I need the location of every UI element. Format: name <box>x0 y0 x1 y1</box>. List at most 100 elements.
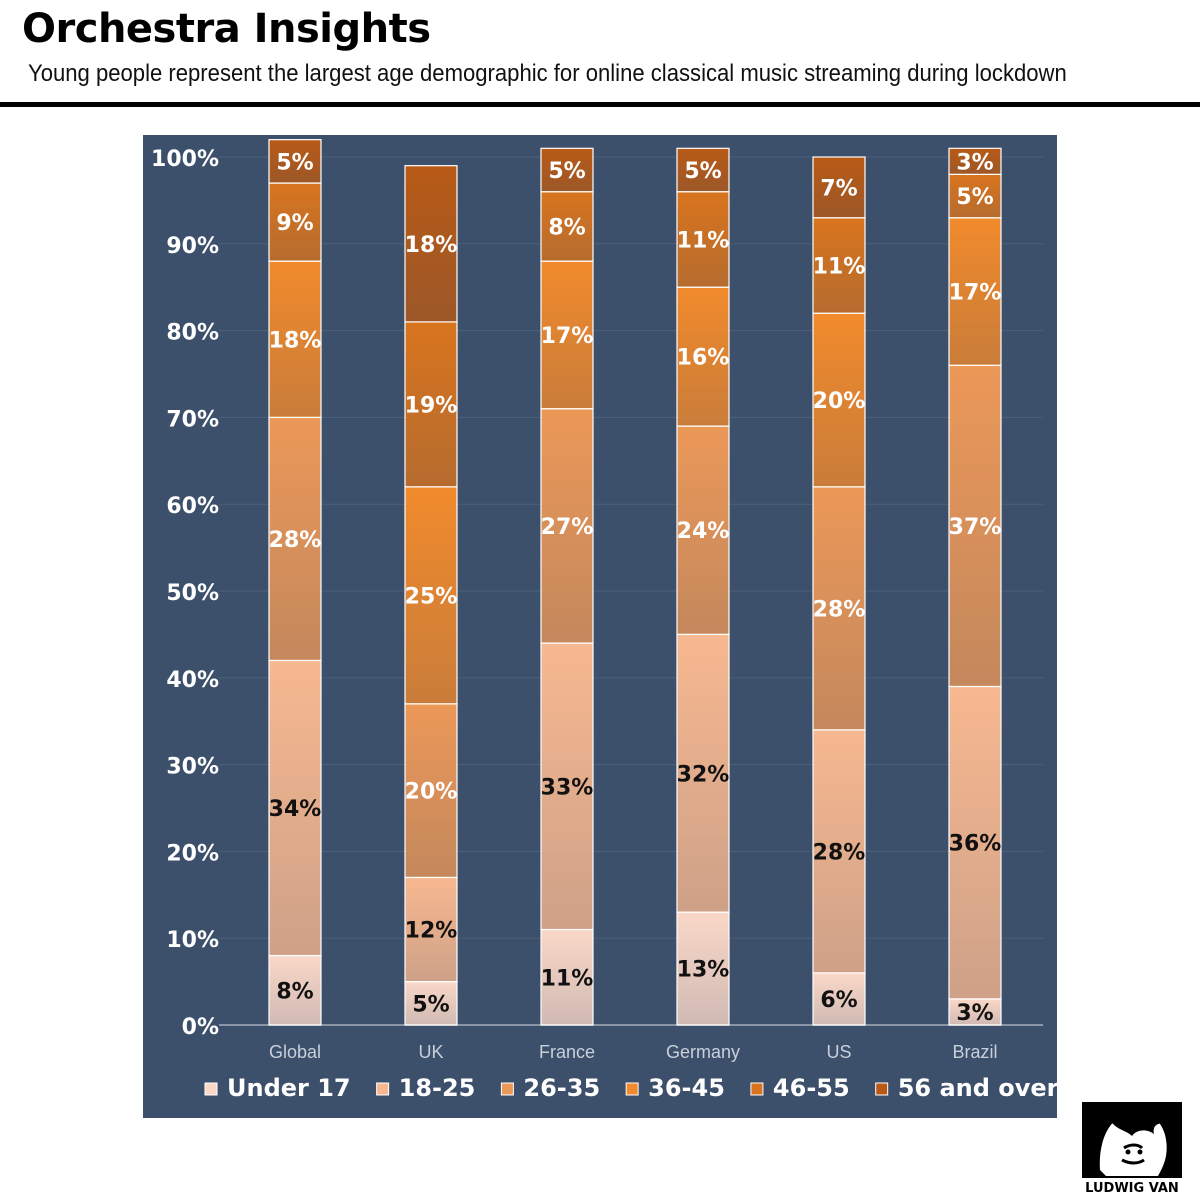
bar-segment <box>268 416 322 662</box>
y-tick-label: 100% <box>151 147 219 172</box>
x-tick-label: Germany <box>666 1042 740 1062</box>
y-tick-label: 70% <box>166 407 219 432</box>
bar-segment <box>812 217 866 314</box>
data-label: 32% <box>677 762 730 787</box>
y-tick-label: 30% <box>166 755 219 780</box>
bar-segment <box>268 954 322 1026</box>
bar-segment <box>540 260 594 410</box>
y-tick-label: 20% <box>166 841 219 866</box>
ludwig-van-logo: LUDWIG VAN <box>1080 1100 1184 1196</box>
data-label: 20% <box>405 780 458 805</box>
bar-segment <box>404 486 458 705</box>
bar-segment <box>948 685 1002 1000</box>
bar-segment <box>404 703 458 879</box>
page-title: Orchestra Insights <box>22 6 431 52</box>
legend-swatch <box>500 1082 514 1096</box>
data-label: 12% <box>405 919 458 944</box>
data-label: 28% <box>269 528 322 553</box>
data-label: 3% <box>956 150 993 175</box>
bar-segment <box>812 486 866 731</box>
data-label: 7% <box>820 176 857 201</box>
y-tick-label: 10% <box>166 928 219 953</box>
x-tick-label: France <box>539 1042 595 1062</box>
data-label: 9% <box>276 211 313 236</box>
bar-segment <box>812 156 866 219</box>
data-label: 20% <box>813 389 866 414</box>
data-label: 34% <box>269 797 322 822</box>
legend-label: 18-25 <box>399 1074 476 1102</box>
legend-label: 26-35 <box>523 1074 600 1102</box>
legend-swatch <box>750 1082 764 1096</box>
x-tick-label: UK <box>418 1042 443 1062</box>
data-label: 5% <box>548 159 585 184</box>
bar-segment <box>404 321 458 488</box>
chart-panel: 0% 10% 20% 30% 40% 50% 60% 70% 80% 90% 100% 8% 34% 28… <box>143 135 1057 1118</box>
x-tick-label: Global <box>269 1042 321 1062</box>
bar-segment <box>676 633 730 913</box>
legend: Under 17 18-25 26-35 36-45 46-55 56 and over <box>204 1074 1057 1102</box>
data-label: 28% <box>813 840 866 865</box>
bar-segment <box>948 147 1002 175</box>
data-label: 5% <box>684 159 721 184</box>
y-tick-label: 50% <box>166 581 219 606</box>
x-tick-label: US <box>826 1042 851 1062</box>
data-label: 27% <box>541 515 594 540</box>
bar-segment <box>268 659 322 957</box>
legend-swatch <box>204 1082 218 1096</box>
bar-segment <box>540 147 594 193</box>
data-label: 11% <box>677 228 730 253</box>
data-label: 16% <box>677 346 730 371</box>
logo-text: LUDWIG VAN <box>1085 1181 1179 1196</box>
data-label: 13% <box>677 958 730 983</box>
bar-segment <box>404 980 458 1026</box>
data-label: 8% <box>548 215 585 240</box>
y-tick-label: 90% <box>166 234 219 259</box>
data-label: 8% <box>276 979 313 1004</box>
legend-label: 56 and over <box>898 1074 1057 1102</box>
page-subtitle: Young people represent the largest age d… <box>28 60 1067 87</box>
legend-swatch <box>376 1082 390 1096</box>
data-label: 18% <box>269 328 322 353</box>
data-label: 17% <box>949 281 1002 306</box>
bar-segment <box>812 312 866 488</box>
bar-segment <box>540 191 594 262</box>
data-label: 25% <box>405 584 458 609</box>
y-tick-label: 60% <box>166 494 219 519</box>
legend-label: 46-55 <box>773 1074 850 1102</box>
header-divider <box>0 102 1200 107</box>
data-label: 11% <box>541 966 594 991</box>
data-label: 5% <box>276 150 313 175</box>
x-tick-label: Brazil <box>952 1042 997 1062</box>
data-label: 33% <box>541 775 594 800</box>
data-label: 6% <box>820 988 857 1013</box>
data-label: 3% <box>956 1001 993 1026</box>
y-tick-label: 80% <box>166 321 219 346</box>
bar-segment <box>404 165 458 323</box>
bar-segment <box>540 642 594 931</box>
bar-segment <box>812 729 866 974</box>
bar-segment <box>540 408 594 644</box>
legend-label: Under 17 <box>227 1074 351 1102</box>
bar-segment <box>268 182 322 262</box>
legend-label: 36-45 <box>648 1074 725 1102</box>
data-label: 18% <box>405 233 458 258</box>
bar-segment <box>404 876 458 983</box>
data-label: 28% <box>813 597 866 622</box>
data-label: 17% <box>541 324 594 349</box>
data-label: 5% <box>412 992 449 1017</box>
beethoven-portrait-icon <box>1082 1102 1182 1178</box>
data-label: 19% <box>405 393 458 418</box>
data-label: 37% <box>949 515 1002 540</box>
data-label: 24% <box>677 519 730 544</box>
data-label: 5% <box>956 185 993 210</box>
y-tick-label: 40% <box>166 668 219 693</box>
legend-swatch <box>875 1082 889 1096</box>
bar-segment <box>540 928 594 1026</box>
bar-segment <box>268 139 322 184</box>
bar-segment <box>676 191 730 288</box>
data-label: 11% <box>813 255 866 280</box>
y-tick-label: 0% <box>182 1015 219 1040</box>
stacked-bar-chart: 0% 10% 20% 30% 40% 50% 60% 70% 80% 90% 100% 8% 34% 28… <box>143 135 1057 1118</box>
bar-segment <box>812 972 866 1026</box>
bar-segment <box>268 260 322 419</box>
